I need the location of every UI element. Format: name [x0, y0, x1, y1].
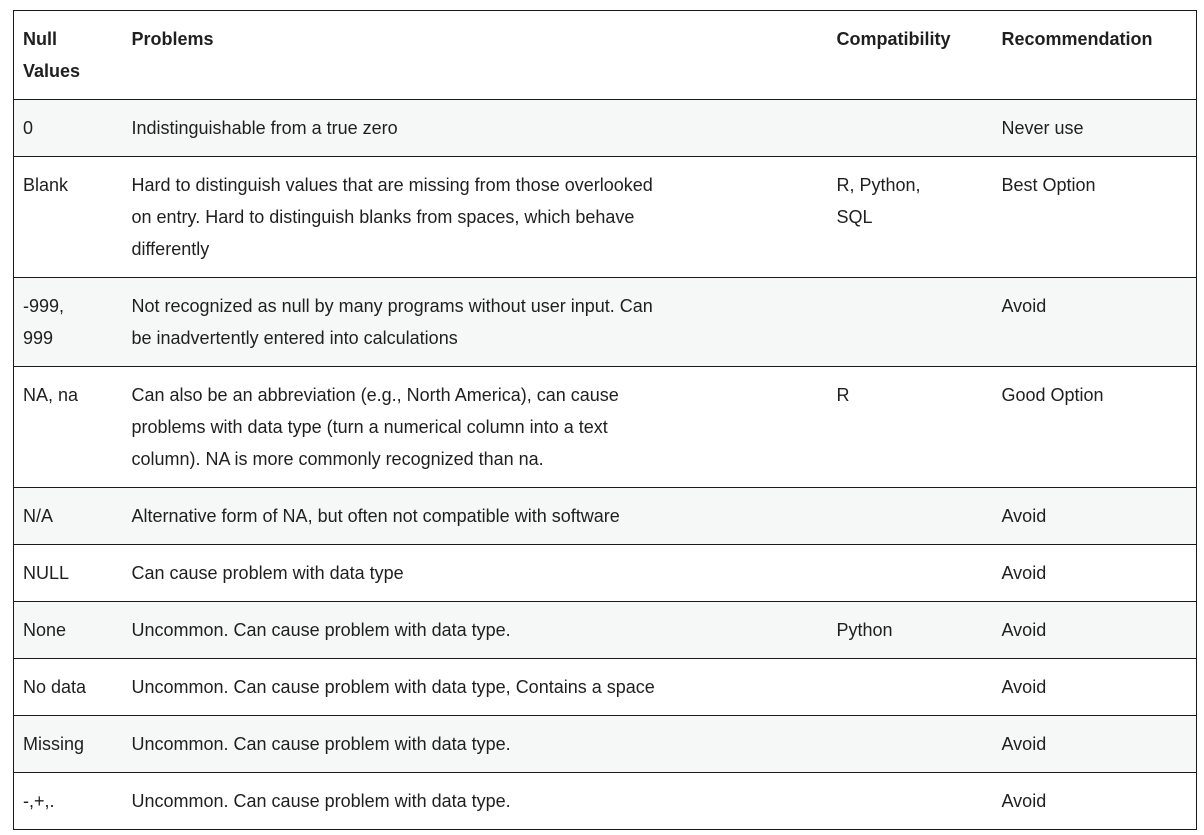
recommendation-cell: Avoid: [992, 658, 1197, 716]
null-values-table-container: Null Values Problems Compatibility Recom…: [13, 10, 1197, 830]
compatibility-cell: [827, 487, 993, 545]
null-value-cell: 0: [13, 99, 123, 157]
table-row: No data Uncommon. Can cause problem with…: [13, 658, 1197, 716]
table-row: -999, 999 Not recognized as null by many…: [13, 277, 1197, 367]
table-header: Null Values Problems Compatibility Recom…: [13, 10, 1197, 100]
table-row: -,+,. Uncommon. Can cause problem with d…: [13, 772, 1197, 830]
recommendation-cell: Avoid: [992, 487, 1197, 545]
table-row: N/A Alternative form of NA, but often no…: [13, 487, 1197, 545]
table-row: NA, na Can also be an abbreviation (e.g.…: [13, 366, 1197, 488]
table-row: None Uncommon. Can cause problem with da…: [13, 601, 1197, 659]
null-value-cell: -,+,.: [13, 772, 123, 830]
null-value-cell: Missing: [13, 715, 123, 773]
column-header-null-values: Null Values: [13, 10, 123, 100]
table-body: 0 Indistinguishable from a true zero Nev…: [13, 99, 1197, 830]
table-row: Missing Uncommon. Can cause problem with…: [13, 715, 1197, 773]
problems-cell: Alternative form of NA, but often not co…: [122, 487, 828, 545]
problems-cell: Uncommon. Can cause problem with data ty…: [122, 658, 828, 716]
null-value-cell: NULL: [13, 544, 123, 602]
null-value-cell: N/A: [13, 487, 123, 545]
compatibility-cell: [827, 658, 993, 716]
problems-cell: Hard to distinguish values that are miss…: [122, 156, 828, 278]
table-row: 0 Indistinguishable from a true zero Nev…: [13, 99, 1197, 157]
recommendation-cell: Avoid: [992, 277, 1197, 367]
table-row: NULL Can cause problem with data type Av…: [13, 544, 1197, 602]
compatibility-cell: [827, 277, 993, 367]
recommendation-cell: Avoid: [992, 601, 1197, 659]
null-value-cell: -999, 999: [13, 277, 123, 367]
null-value-cell: None: [13, 601, 123, 659]
compatibility-cell: R, Python, SQL: [827, 156, 993, 278]
recommendation-cell: Avoid: [992, 715, 1197, 773]
problems-cell: Uncommon. Can cause problem with data ty…: [122, 772, 828, 830]
compatibility-cell: [827, 715, 993, 773]
compatibility-cell: [827, 772, 993, 830]
compatibility-cell: [827, 99, 993, 157]
recommendation-cell: Avoid: [992, 772, 1197, 830]
null-value-cell: No data: [13, 658, 123, 716]
problems-cell: Indistinguishable from a true zero: [122, 99, 828, 157]
column-header-compatibility: Compatibility: [827, 10, 993, 100]
recommendation-cell: Good Option: [992, 366, 1197, 488]
compatibility-cell: R: [827, 366, 993, 488]
column-header-problems: Problems: [122, 10, 828, 100]
problems-cell: Not recognized as null by many programs …: [122, 277, 828, 367]
recommendation-cell: Best Option: [992, 156, 1197, 278]
problems-cell: Uncommon. Can cause problem with data ty…: [122, 601, 828, 659]
column-header-recommendation: Recommendation: [992, 10, 1197, 100]
null-value-cell: Blank: [13, 156, 123, 278]
null-value-cell: NA, na: [13, 366, 123, 488]
null-values-table: Null Values Problems Compatibility Recom…: [13, 10, 1197, 830]
compatibility-cell: [827, 544, 993, 602]
problems-cell: Can also be an abbreviation (e.g., North…: [122, 366, 828, 488]
table-row: Blank Hard to distinguish values that ar…: [13, 156, 1197, 278]
compatibility-cell: Python: [827, 601, 993, 659]
recommendation-cell: Never use: [992, 99, 1197, 157]
problems-cell: Can cause problem with data type: [122, 544, 828, 602]
problems-cell: Uncommon. Can cause problem with data ty…: [122, 715, 828, 773]
recommendation-cell: Avoid: [992, 544, 1197, 602]
header-row: Null Values Problems Compatibility Recom…: [13, 10, 1197, 100]
